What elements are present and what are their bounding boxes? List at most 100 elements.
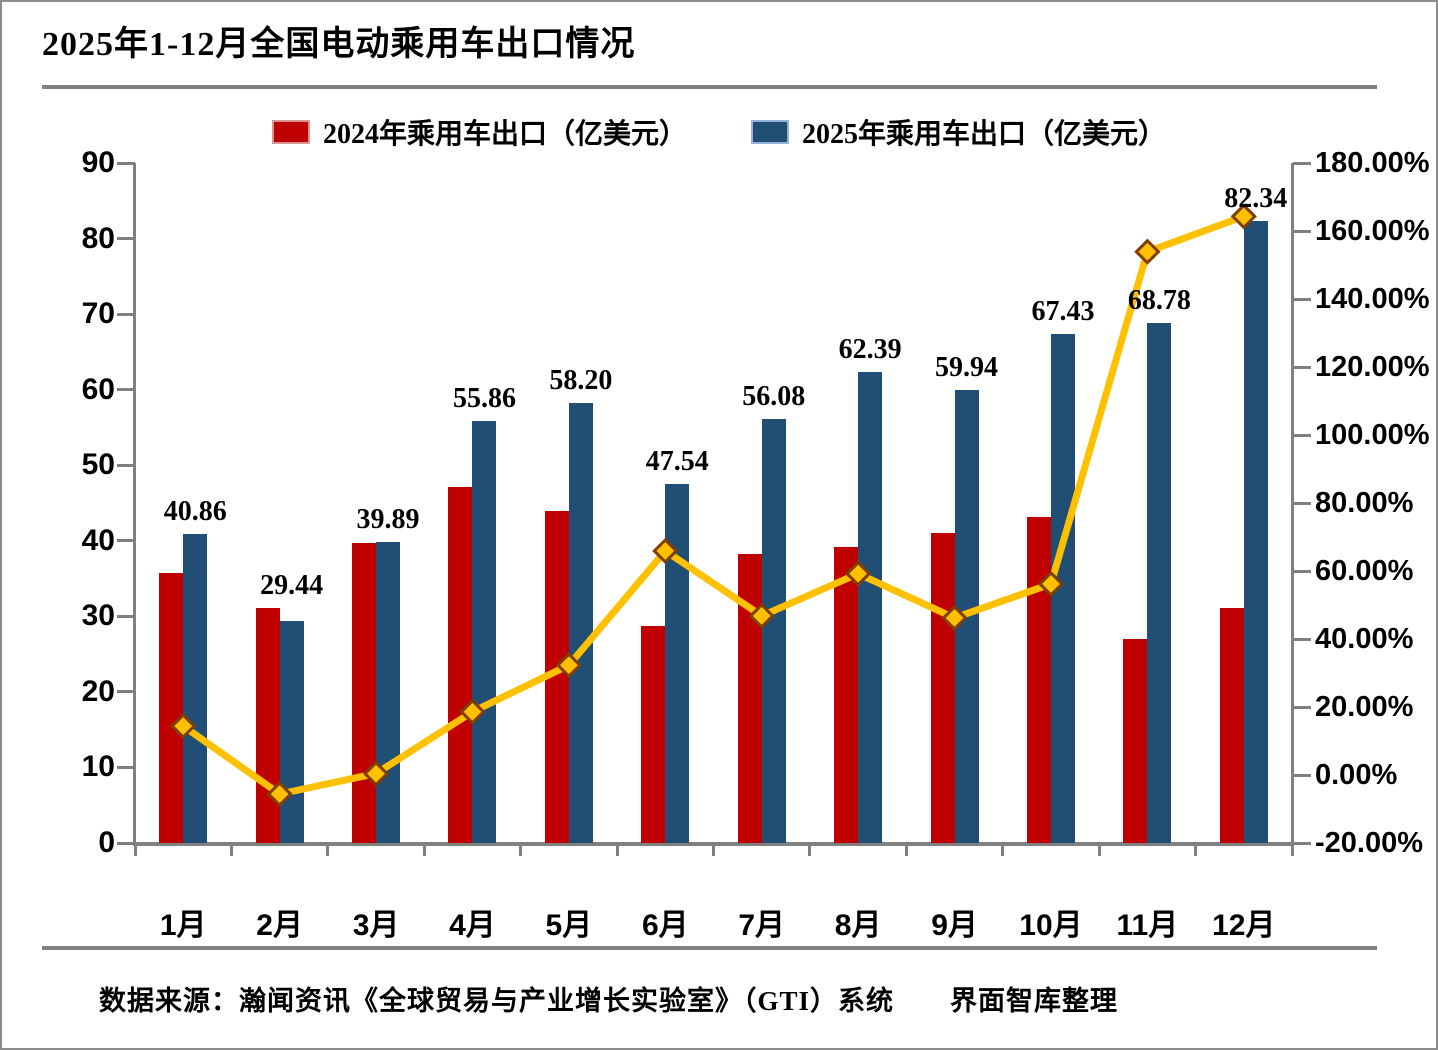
legend-item-2025: 2025年乘用车出口（亿美元）: [751, 112, 1166, 152]
bar-label-7月: 56.08: [742, 381, 806, 413]
bottom-axis-tick: [133, 843, 137, 856]
bar-2024-4月: [448, 487, 473, 843]
bar-2024-9月: [930, 533, 955, 843]
bar-2025-1月: [183, 534, 208, 843]
right-axis-label: 140.00%: [1315, 283, 1430, 315]
left-axis-tick: [117, 614, 135, 618]
bar-label-5月: 58.20: [549, 365, 613, 397]
bottom-axis-tick: [229, 843, 233, 856]
bar-2025-8月: [858, 371, 883, 843]
right-axis-tick: [1293, 501, 1311, 505]
growth-marker-11月: [1134, 238, 1161, 265]
left-axis-tick: [117, 161, 135, 165]
bar-label-6月: 47.54: [645, 445, 709, 477]
right-axis-label: 120.00%: [1315, 351, 1430, 383]
title-divider: [42, 85, 1377, 89]
month-label-5月: 5月: [545, 909, 593, 942]
right-axis-tick: [1293, 433, 1311, 437]
right-axis-tick: [1293, 773, 1311, 777]
bottom-axis-tick: [422, 843, 426, 856]
plot-area: 0 10 20 30 40 50 60 70 80 90 -20.00% 0.00% 20.00% 40.…: [82, 146, 1430, 859]
right-axis-tick: [1293, 705, 1311, 709]
month-label-7月: 7月: [738, 909, 786, 942]
left-axis-tick: [117, 312, 135, 316]
right-axis-label: 40.00%: [1315, 623, 1414, 655]
legend-label-2024: 2024年乘用车出口（亿美元）: [322, 119, 687, 150]
right-axis-tick: [1293, 569, 1311, 573]
bar-2024-1月: [159, 573, 184, 843]
bottom-axis-tick: [1194, 843, 1198, 856]
bar-label-3月: 39.89: [356, 503, 420, 535]
left-axis-label: 0: [98, 826, 115, 859]
bar-2024-2月: [255, 608, 280, 843]
bar-2024-6月: [641, 626, 666, 843]
bar-2025-12月: [1243, 220, 1268, 843]
month-label-6月: 6月: [641, 909, 689, 942]
month-label-11月: 11月: [1116, 909, 1179, 942]
left-axis-tick: [117, 841, 135, 845]
bar-2025-11月: [1147, 323, 1172, 843]
month-label-1月: 1月: [159, 909, 207, 942]
right-axis-label: 180.00%: [1315, 147, 1430, 179]
left-axis-tick: [117, 690, 135, 694]
bar-2024-3月: [352, 543, 377, 843]
growth-marker-9月: [941, 604, 968, 632]
right-axis-label: 20.00%: [1315, 691, 1414, 723]
month-label-3月: 3月: [352, 909, 400, 942]
bottom-axis-tick: [712, 843, 715, 856]
left-axis-tick: [117, 388, 135, 392]
bottom-axis-tick: [808, 843, 812, 856]
growth-marker-4月: [459, 698, 486, 725]
left-axis-label: 50: [81, 448, 115, 482]
left-axis-label: 40: [81, 523, 115, 557]
right-axis-tick: [1293, 161, 1311, 165]
legend: 2024年乘用车出口（亿美元） 2025年乘用车出口（亿美元）: [2, 112, 1436, 152]
growth-marker-8月: [845, 560, 872, 587]
bar-2024-10月: [1026, 516, 1051, 843]
growth-marker-10月: [1037, 570, 1065, 598]
left-axis-label: 80: [81, 221, 115, 255]
bottom-axis-tick: [326, 843, 330, 856]
growth-marker-2月: [266, 780, 293, 808]
month-label-2月: 2月: [256, 909, 303, 942]
left-axis-label: 20: [81, 674, 115, 708]
bar-label-12月: 82.34: [1224, 182, 1288, 214]
right-axis-label: 80.00%: [1315, 487, 1414, 519]
bottom-axis-tick: [519, 843, 523, 856]
right-axis-label: 0.00%: [1315, 759, 1398, 791]
bar-2025-3月: [376, 541, 401, 843]
left-axis-line: [133, 163, 136, 845]
left-axis-label: 30: [81, 599, 115, 633]
growth-marker-1月: [170, 712, 197, 740]
month-label-10月: 10月: [1019, 909, 1083, 942]
growth-marker-12月: [1230, 203, 1257, 230]
bottom-axis-tick: [615, 843, 619, 856]
bar-label-11月: 68.78: [1127, 285, 1191, 317]
bar-2025-2月: [279, 620, 304, 843]
growth-line-layer: [170, 203, 1257, 808]
bar-label-9月: 59.94: [935, 352, 999, 384]
bottom-axis-tick: [904, 843, 908, 856]
footer-divider: [42, 946, 1377, 950]
legend-swatch-2025-icon: [751, 120, 789, 144]
right-axis-tick: [1293, 229, 1311, 233]
right-axis-label: 60.00%: [1315, 555, 1414, 587]
right-axis-line: [1291, 163, 1294, 845]
left-axis-label: 10: [81, 750, 115, 784]
bar-label-2月: 29.44: [260, 570, 324, 602]
left-axis-tick: [117, 765, 135, 769]
right-axis-label: -20.00%: [1315, 827, 1424, 859]
bar-2025-4月: [472, 420, 497, 843]
month-label-9月: 9月: [931, 909, 978, 942]
growth-marker-5月: [555, 652, 582, 679]
bar-label-1月: 40.86: [163, 496, 227, 528]
bottom-axis-tick: [1290, 843, 1294, 856]
growth-line: [179, 212, 1248, 798]
left-axis-label: 70: [81, 297, 115, 331]
bar-2025-7月: [761, 419, 786, 843]
growth-marker-6月: [652, 537, 679, 565]
bar-2024-12月: [1219, 608, 1244, 843]
bar-2025-5月: [568, 403, 593, 843]
source-note: 数据来源：瀚闻资讯《全球贸易与产业增长实验室》（GTI）系统 界面智库整理: [99, 986, 1119, 1016]
